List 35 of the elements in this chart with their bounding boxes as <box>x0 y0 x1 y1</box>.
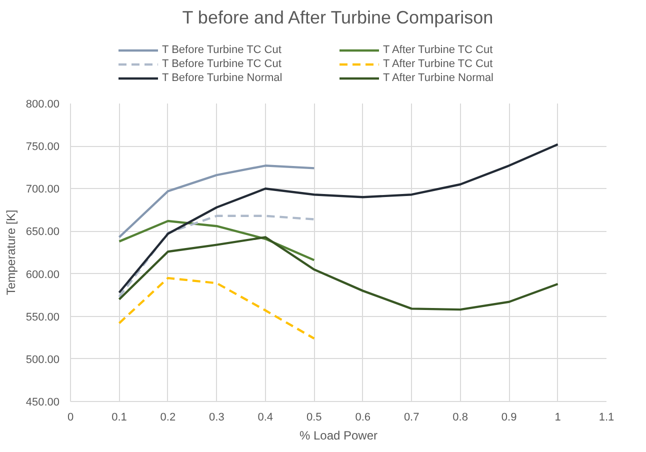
y-tick-label: 500.00 <box>26 354 60 366</box>
y-axis-title: Temperature [K] <box>4 210 18 296</box>
x-axis-title: % Load Power <box>299 428 378 442</box>
x-tick-label: 0.3 <box>209 412 224 424</box>
line-series <box>118 236 559 311</box>
y-tick-label: 600.00 <box>26 268 60 281</box>
x-tick-label: 0 <box>67 412 74 424</box>
x-tick-label: 0.4 <box>258 412 274 424</box>
chart-title: T before and After Turbine Comparison <box>182 8 494 28</box>
line-series <box>118 220 316 262</box>
legend-label: T After Turbine Normal <box>383 72 494 84</box>
y-tick-label: 800.00 <box>26 98 60 110</box>
x-tick-label: 0.5 <box>306 412 322 424</box>
y-tick-label: 750.00 <box>26 141 60 154</box>
line-series <box>118 214 316 298</box>
legend-label: T Before Turbine TC Cut <box>162 44 282 56</box>
line-series <box>118 143 559 294</box>
x-tick-label: 0.8 <box>452 412 468 424</box>
x-tick-label: 0.9 <box>501 412 517 424</box>
y-tick-label: 650.00 <box>26 226 60 238</box>
x-tick-label: 0.7 <box>404 412 420 424</box>
x-tick-label: 1.1 <box>598 412 614 424</box>
y-tick-label: 450.00 <box>26 396 60 408</box>
legend-label: T Before Turbine TC Cut <box>162 58 282 70</box>
line-series <box>118 164 316 238</box>
legend-label: T After Turbine TC Cut <box>383 44 494 56</box>
legend-label: T After Turbine TC Cut <box>383 58 494 70</box>
line-series <box>118 276 316 340</box>
y-tick-label: 700.00 <box>26 184 60 196</box>
x-tick-label: 0.2 <box>160 412 176 424</box>
x-tick-label: 0.1 <box>112 412 127 424</box>
legend-label: T Before Turbine Normal <box>162 72 284 84</box>
x-tick-label: 0.6 <box>355 412 371 424</box>
x-tick-label: 1 <box>554 412 561 424</box>
y-tick-label: 550.00 <box>26 311 60 324</box>
